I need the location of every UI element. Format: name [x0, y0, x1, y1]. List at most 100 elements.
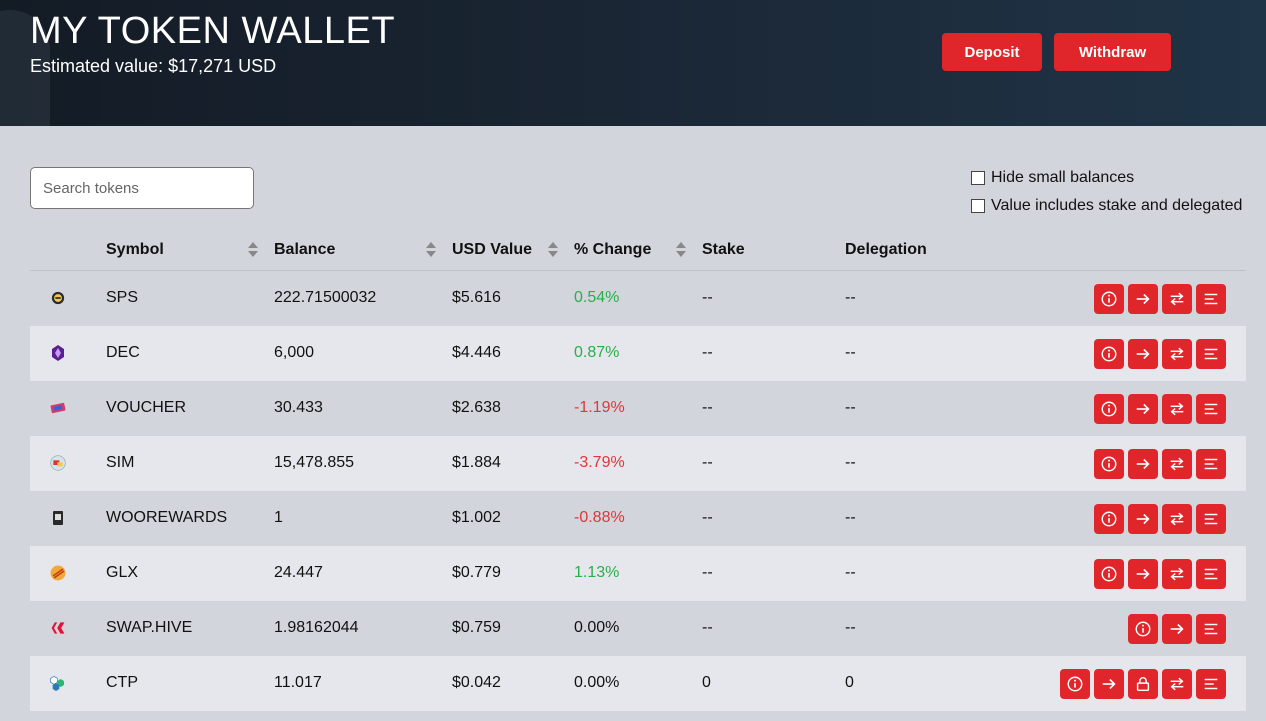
- token-symbol[interactable]: VOUCHER: [106, 399, 187, 416]
- token-balance: 222.71500032: [274, 289, 377, 306]
- arrow-right-icon: [1134, 565, 1152, 583]
- info-icon: [1134, 620, 1152, 638]
- info-button[interactable]: [1060, 669, 1090, 699]
- history-button[interactable]: [1196, 449, 1226, 479]
- token-delegation: --: [845, 344, 856, 361]
- history-button[interactable]: [1196, 339, 1226, 369]
- table-row: SPS 222.71500032 $5.616 0.54% -- --: [30, 271, 1246, 326]
- column-delegation: Delegation: [845, 241, 927, 258]
- row-actions: [1094, 559, 1226, 589]
- info-button[interactable]: [1094, 559, 1124, 589]
- column-symbol[interactable]: Symbol: [106, 241, 164, 258]
- sort-usd-value-icon[interactable]: [548, 242, 558, 258]
- info-button[interactable]: [1094, 339, 1124, 369]
- token-stake: 0: [702, 674, 711, 691]
- info-icon: [1100, 345, 1118, 363]
- token-stake: --: [702, 344, 713, 361]
- row-actions: [1094, 394, 1226, 424]
- swap-button[interactable]: [1162, 449, 1192, 479]
- swap-arrows-icon: [1168, 345, 1186, 363]
- info-icon: [1066, 675, 1084, 693]
- token-stake: --: [702, 289, 713, 306]
- token-usd-value: $2.638: [452, 399, 501, 416]
- arrow-right-icon: [1134, 290, 1152, 308]
- token-balance: 6,000: [274, 344, 315, 361]
- transfer-button[interactable]: [1128, 504, 1158, 534]
- column-usd-value[interactable]: USD Value: [452, 241, 533, 258]
- transfer-button[interactable]: [1128, 559, 1158, 589]
- swap-button[interactable]: [1162, 504, 1192, 534]
- token-symbol[interactable]: SIM: [106, 454, 135, 471]
- column-balance[interactable]: Balance: [274, 241, 336, 258]
- token-usd-value: $0.042: [452, 674, 501, 691]
- history-button[interactable]: [1196, 504, 1226, 534]
- arrow-right-icon: [1134, 510, 1152, 528]
- sort-symbol-icon[interactable]: [248, 242, 258, 258]
- history-button[interactable]: [1196, 284, 1226, 314]
- info-button[interactable]: [1128, 614, 1158, 644]
- token-symbol[interactable]: GLX: [106, 564, 139, 581]
- token-symbol[interactable]: SWAP.HIVE: [106, 619, 193, 636]
- history-button[interactable]: [1196, 394, 1226, 424]
- swap-button[interactable]: [1162, 394, 1192, 424]
- table-row: VOUCHER 30.433 $2.638 -1.19% -- --: [30, 381, 1246, 436]
- swap-button[interactable]: [1162, 284, 1192, 314]
- column-pct-change[interactable]: % Change: [574, 241, 652, 258]
- token-delegation: --: [845, 564, 856, 581]
- info-button[interactable]: [1094, 394, 1124, 424]
- token-symbol[interactable]: CTP: [106, 674, 138, 691]
- glx-token-icon: [50, 565, 66, 581]
- info-button[interactable]: [1094, 449, 1124, 479]
- swap-arrows-icon: [1168, 510, 1186, 528]
- token-pct-change: 0.54%: [574, 289, 620, 306]
- transfer-button[interactable]: [1128, 339, 1158, 369]
- row-actions: [1128, 614, 1226, 644]
- history-button[interactable]: [1196, 669, 1226, 699]
- token-balance: 30.433: [274, 399, 323, 416]
- token-usd-value: $1.884: [452, 454, 501, 471]
- swap-button[interactable]: [1162, 669, 1192, 699]
- token-pct-change: -0.88%: [574, 509, 625, 526]
- deposit-button[interactable]: Deposit: [942, 33, 1042, 71]
- history-button[interactable]: [1196, 614, 1226, 644]
- token-pct-change: 0.00%: [574, 674, 620, 691]
- checkbox-box[interactable]: [971, 199, 985, 213]
- token-symbol[interactable]: WOOREWARDS: [106, 509, 228, 526]
- withdraw-button[interactable]: Withdraw: [1054, 33, 1171, 71]
- info-icon: [1100, 400, 1118, 418]
- table-row: GLX 24.447 $0.779 1.13% -- --: [30, 546, 1246, 601]
- token-table: Symbol Balance USD Value % Change Stake …: [30, 230, 1246, 711]
- swap-button[interactable]: [1162, 559, 1192, 589]
- table-row: SWAP.HIVE 1.98162044 $0.759 0.00% -- --: [30, 601, 1246, 656]
- row-actions: [1060, 669, 1226, 699]
- list-icon: [1202, 345, 1220, 363]
- search-input[interactable]: [30, 167, 254, 209]
- arrow-right-icon: [1168, 620, 1186, 638]
- transfer-button[interactable]: [1128, 394, 1158, 424]
- token-stake: --: [702, 399, 713, 416]
- sort-pct-change-icon[interactable]: [676, 242, 686, 258]
- info-button[interactable]: [1094, 504, 1124, 534]
- sort-balance-icon[interactable]: [426, 242, 436, 258]
- history-button[interactable]: [1196, 559, 1226, 589]
- swap-button[interactable]: [1162, 339, 1192, 369]
- transfer-button[interactable]: [1094, 669, 1124, 699]
- transfer-button[interactable]: [1162, 614, 1192, 644]
- token-stake: --: [702, 509, 713, 526]
- token-symbol[interactable]: DEC: [106, 344, 140, 361]
- hide-small-balances-checkbox[interactable]: Hide small balances: [971, 169, 1134, 187]
- transfer-button[interactable]: [1128, 284, 1158, 314]
- info-button[interactable]: [1094, 284, 1124, 314]
- value-includes-stake-checkbox[interactable]: Value includes stake and delegated: [971, 197, 1242, 215]
- checkbox-box[interactable]: [971, 171, 985, 185]
- token-symbol[interactable]: SPS: [106, 289, 139, 306]
- stake-button[interactable]: [1128, 669, 1158, 699]
- arrow-right-icon: [1100, 675, 1118, 693]
- table-header: Symbol Balance USD Value % Change Stake …: [30, 230, 1246, 271]
- swap-arrows-icon: [1168, 565, 1186, 583]
- swap-arrows-icon: [1168, 675, 1186, 693]
- token-balance: 1: [274, 509, 283, 526]
- row-actions: [1094, 284, 1226, 314]
- transfer-button[interactable]: [1128, 449, 1158, 479]
- table-body: SPS 222.71500032 $5.616 0.54% -- -- DEC 6,000 $4…: [30, 271, 1246, 711]
